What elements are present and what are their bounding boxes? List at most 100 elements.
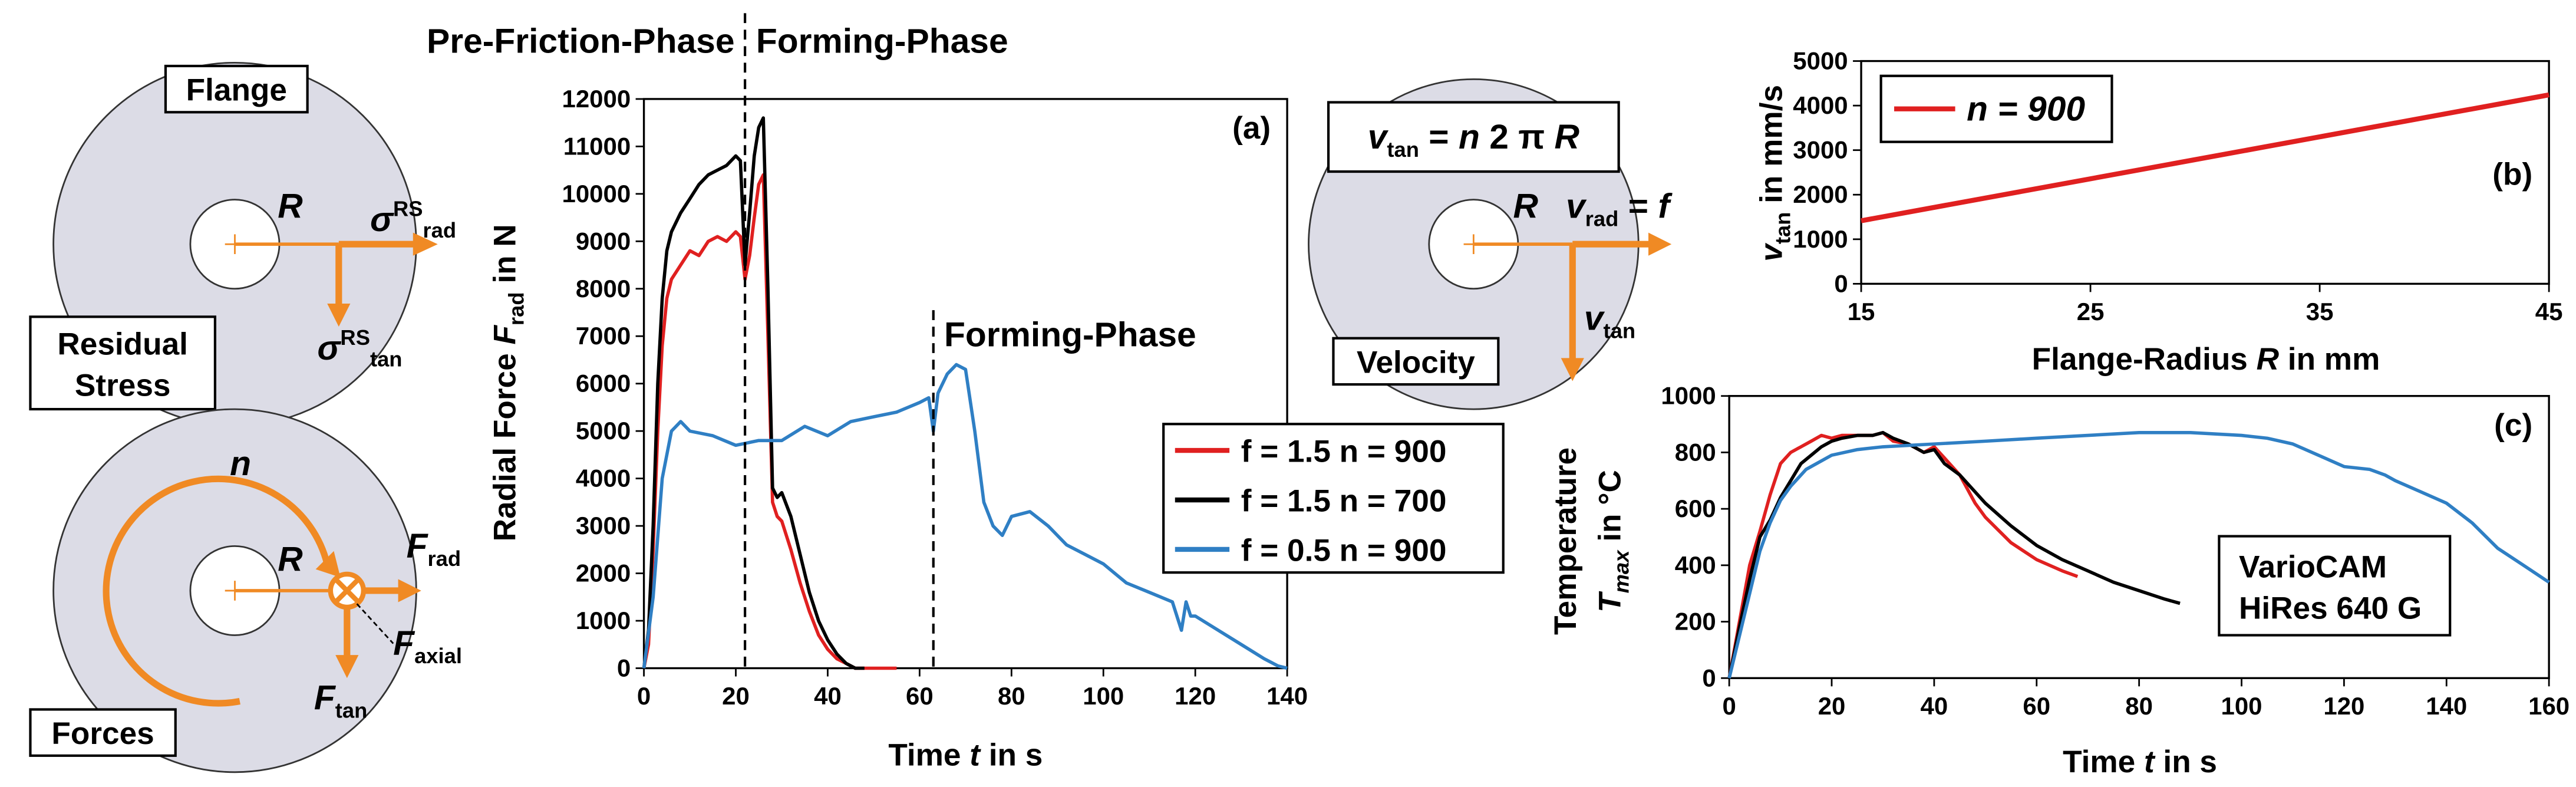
label: t (2144, 745, 2156, 779)
axial-symbol (334, 577, 361, 604)
x-tick-label: 160 (2528, 692, 2570, 720)
x-tick-label: 25 (2077, 298, 2105, 325)
y-tick-label: 0 (617, 654, 631, 681)
label: = (1419, 118, 1459, 156)
y-tick-label: 1000 (1661, 382, 1716, 410)
label: σRSrad (370, 197, 456, 242)
y-tick-label: 200 (1675, 608, 1716, 635)
series-line (1727, 431, 2181, 679)
label: Time (2063, 745, 2144, 779)
label: tan (370, 347, 403, 371)
annotation: HiRes 640 G (2239, 591, 2422, 626)
x-tick-label: 80 (2125, 692, 2153, 720)
series-line (642, 173, 897, 670)
label: σ (370, 200, 394, 239)
annotation: Pre-Friction-Phase (427, 22, 735, 61)
arrowhead (327, 303, 351, 327)
x-axis-label: Time t in s (2063, 745, 2217, 779)
label: RS (340, 325, 370, 350)
y-tick-label: 3000 (576, 512, 631, 539)
annotation: Forming-Phase (756, 22, 1008, 61)
label: R (278, 187, 303, 225)
legend-label: f = 0.5 n = 900 (1241, 534, 1447, 568)
y-tick-label: 2000 (576, 559, 631, 587)
label: T (1592, 591, 1627, 613)
label: F (407, 527, 429, 565)
label: in s (2155, 745, 2217, 779)
label: F (314, 679, 337, 717)
velocity-diagram: vtan = n 2 π R R vrad = f vtan Velocity (1308, 78, 1673, 410)
y-tick-label: 2000 (1793, 180, 1848, 208)
x-axis-label: Flange-Radius R in mm (2032, 342, 2380, 377)
arrowhead (315, 551, 341, 578)
y-tick-label: 800 (1675, 438, 1716, 466)
y-tick-label: 10000 (562, 180, 631, 208)
y-tick-label: 8000 (576, 275, 631, 302)
formula-box (1327, 101, 1620, 173)
y-tick-label: 5000 (1793, 47, 1848, 75)
arrowhead (398, 579, 421, 602)
series-line (642, 363, 1288, 670)
label: = (1618, 187, 1658, 225)
annotation-box (2218, 535, 2452, 637)
label: vrad = f (1566, 187, 1673, 230)
x-tick-label: 15 (1848, 298, 1875, 325)
label: t (969, 738, 981, 773)
label: R (1513, 187, 1539, 225)
y-axis-label: vtan in mm/s (1754, 85, 1795, 262)
label: R (1555, 118, 1580, 156)
y-axis-label: Temperature (1548, 447, 1583, 635)
legend-label: f = 1.5 n = 900 (1241, 434, 1447, 469)
flange-box (164, 64, 309, 114)
label: Faxial (393, 624, 462, 668)
label: in mm (2279, 342, 2380, 377)
y-tick-label: 9000 (576, 227, 631, 255)
y-axis-label: Tmax in °C (1592, 470, 1633, 613)
label: max (1609, 549, 1633, 594)
label: v (1754, 243, 1789, 262)
label: σRStan (317, 325, 402, 371)
label: axial (414, 644, 462, 668)
y-tick-label: 5000 (576, 417, 631, 444)
y-tick-label: 1000 (1793, 225, 1848, 253)
label: Forces (51, 716, 154, 751)
label: F (393, 624, 415, 663)
x-tick-label: 60 (2023, 692, 2050, 720)
x-tick-label: 100 (1083, 682, 1124, 710)
label: rad (504, 292, 528, 325)
label: Stress (75, 368, 171, 403)
panel-label: (a) (1232, 111, 1271, 146)
x-tick-label: 60 (906, 682, 934, 710)
legend-label: n = 900 (1967, 90, 2085, 128)
label: F (487, 325, 522, 345)
label: vtan (1584, 299, 1635, 343)
label: Flange (186, 73, 287, 108)
caption-box (29, 708, 177, 757)
label: tan (1387, 137, 1419, 162)
label: n (1459, 118, 1480, 156)
y-axis-label: Radial Force Frad in N (487, 224, 528, 541)
y-tick-label: 1000 (576, 607, 631, 634)
x-tick-label: 120 (1175, 682, 1216, 710)
annotation: VarioCAM (2239, 550, 2387, 585)
label: RS (393, 197, 423, 221)
x-tick-label: 20 (722, 682, 750, 710)
leader (356, 603, 394, 644)
label: rad (1585, 206, 1619, 230)
y-tick-label: 0 (1702, 664, 1716, 691)
label: in s (980, 738, 1043, 773)
y-tick-label: 4000 (1793, 91, 1848, 119)
y-tick-label: 7000 (576, 322, 631, 350)
label: Time (888, 738, 969, 773)
y-tick-label: 400 (1675, 551, 1716, 579)
y-tick-label: 6000 (576, 370, 631, 397)
label: in °C (1592, 470, 1627, 550)
arrowhead (1648, 232, 1672, 256)
series-line (642, 116, 865, 670)
arrowhead (1561, 358, 1584, 381)
x-tick-label: 35 (2306, 298, 2334, 325)
legend-label: f = 1.5 n = 700 (1241, 484, 1447, 519)
y-tick-label: 11000 (563, 132, 631, 160)
arrowhead (335, 655, 359, 679)
